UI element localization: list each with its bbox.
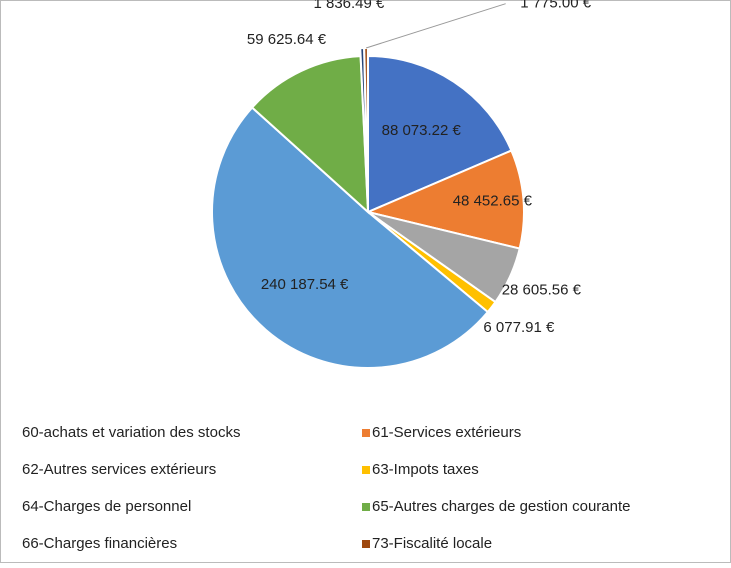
legend-label: 60-achats et variation des stocks (22, 424, 240, 441)
legend-label: 65-Autres charges de gestion courante (372, 498, 631, 515)
legend-marker (362, 429, 370, 437)
pie-slice (364, 149, 525, 250)
legend-label: 73-Fiscalité locale (372, 535, 492, 552)
legend-label: 63-Impots taxes (372, 461, 479, 478)
data-label: 28 605.56 € (502, 282, 582, 299)
legend-label: 61-Services extérieurs (372, 424, 521, 441)
leader-line (365, 3, 506, 49)
legend-label: 66-Charges financières (22, 535, 177, 552)
legend-marker (362, 540, 370, 548)
pie-slice (211, 106, 490, 369)
pie-slice (250, 55, 370, 215)
data-label: 1 775.00 € (520, 0, 592, 12)
data-label: 240 187.54 € (261, 276, 349, 293)
data-label: 1 836.49 € (313, 0, 385, 12)
data-label: 48 452.65 € (453, 192, 533, 209)
data-label: 88 073.22 € (382, 122, 462, 139)
data-label: 59 625.64 € (247, 31, 327, 48)
data-label: 6 077.91 € (483, 319, 555, 336)
legend-marker (362, 466, 370, 474)
pie-slice (367, 54, 513, 214)
legend-marker (362, 503, 370, 511)
legend-label: 64-Charges de personnel (22, 498, 191, 515)
legend-label: 62-Autres services extérieurs (22, 461, 216, 478)
